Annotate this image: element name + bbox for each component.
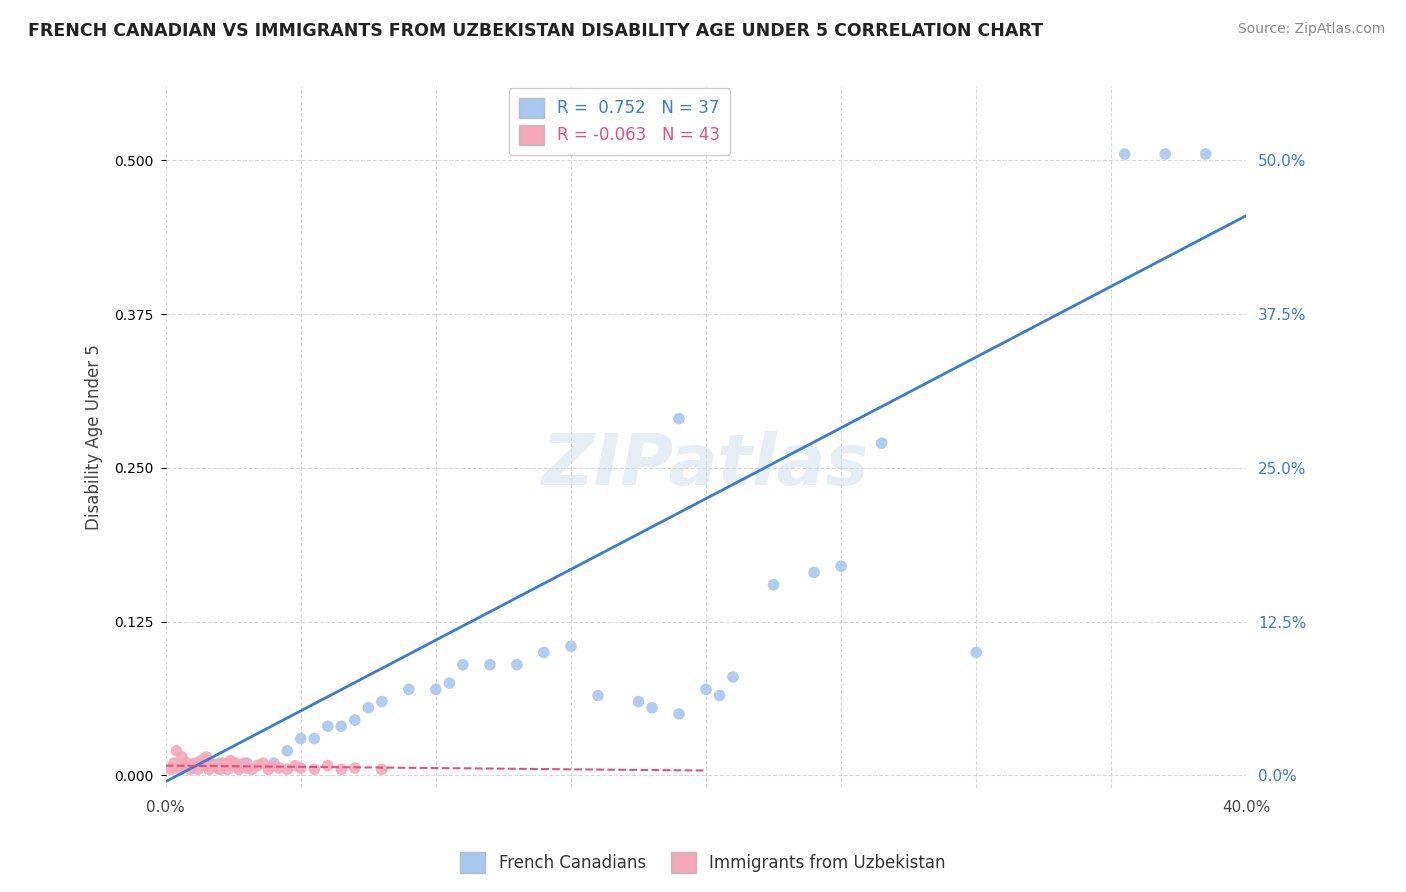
Point [236,761,259,775]
Point [830,559,852,574]
Point [217,762,239,776]
Point [236,756,259,771]
Point [179,762,201,776]
Point [228,762,250,776]
Point [202,758,225,772]
Point [290,731,312,746]
Point [269,761,291,775]
Point [721,670,744,684]
Point [198,762,221,776]
Point [222,756,245,771]
Point [193,758,215,772]
Legend: French Canadians, Immigrants from Uzbekistan: French Canadians, Immigrants from Uzbeki… [454,846,952,880]
Text: Source: ZipAtlas.com: Source: ZipAtlas.com [1237,22,1385,37]
Point [163,756,186,771]
Point [451,657,474,672]
Point [371,695,394,709]
Point [1154,147,1177,161]
Point [219,754,242,768]
Point [316,758,339,772]
Point [1114,147,1136,161]
Point [231,758,253,772]
Point [1195,147,1218,161]
Point [184,756,207,771]
Point [330,762,353,776]
Point [252,756,274,771]
Point [173,758,195,772]
Point [371,762,394,776]
Point [201,756,224,771]
Point [290,761,312,775]
Point [343,713,366,727]
Point [257,762,280,776]
Point [668,706,690,721]
Text: ZIPatlas: ZIPatlas [543,431,870,500]
Point [181,758,204,772]
Point [304,762,326,776]
Point [343,761,366,775]
Point [205,761,228,775]
Legend: R =  0.752   N = 37, R = -0.063   N = 43: R = 0.752 N = 37, R = -0.063 N = 43 [509,87,730,155]
Point [263,756,285,771]
Point [357,700,380,714]
Point [208,762,231,776]
Point [533,645,555,659]
Point [284,758,307,772]
Point [276,762,298,776]
Point [214,758,236,772]
Point [246,758,269,772]
Point [668,411,690,425]
Point [166,744,188,758]
Point [208,756,231,771]
Point [965,645,987,659]
Point [276,744,298,758]
Point [330,719,353,733]
Point [225,756,247,771]
Point [187,762,209,776]
Point [195,750,218,764]
Point [506,657,529,672]
Point [176,756,198,771]
Point [439,676,461,690]
Point [586,689,609,703]
Point [425,682,447,697]
Point [803,566,825,580]
Text: FRENCH CANADIAN VS IMMIGRANTS FROM UZBEKISTAN DISABILITY AGE UNDER 5 CORRELATION: FRENCH CANADIAN VS IMMIGRANTS FROM UZBEK… [28,22,1043,40]
Point [627,695,650,709]
Point [190,754,212,768]
Point [709,689,731,703]
Point [641,700,664,714]
Point [478,657,501,672]
Point [263,758,285,772]
Point [316,719,339,733]
Y-axis label: Disability Age Under 5: Disability Age Under 5 [86,344,103,530]
Point [233,756,256,771]
Point [160,762,183,776]
Point [870,436,893,450]
Point [695,682,717,697]
Point [240,762,263,776]
Point [195,756,218,771]
Point [762,578,785,592]
Point [560,639,582,653]
Point [211,756,233,771]
Point [222,758,245,772]
Point [167,762,190,776]
Point [304,731,326,746]
Point [398,682,420,697]
Point [170,750,193,764]
